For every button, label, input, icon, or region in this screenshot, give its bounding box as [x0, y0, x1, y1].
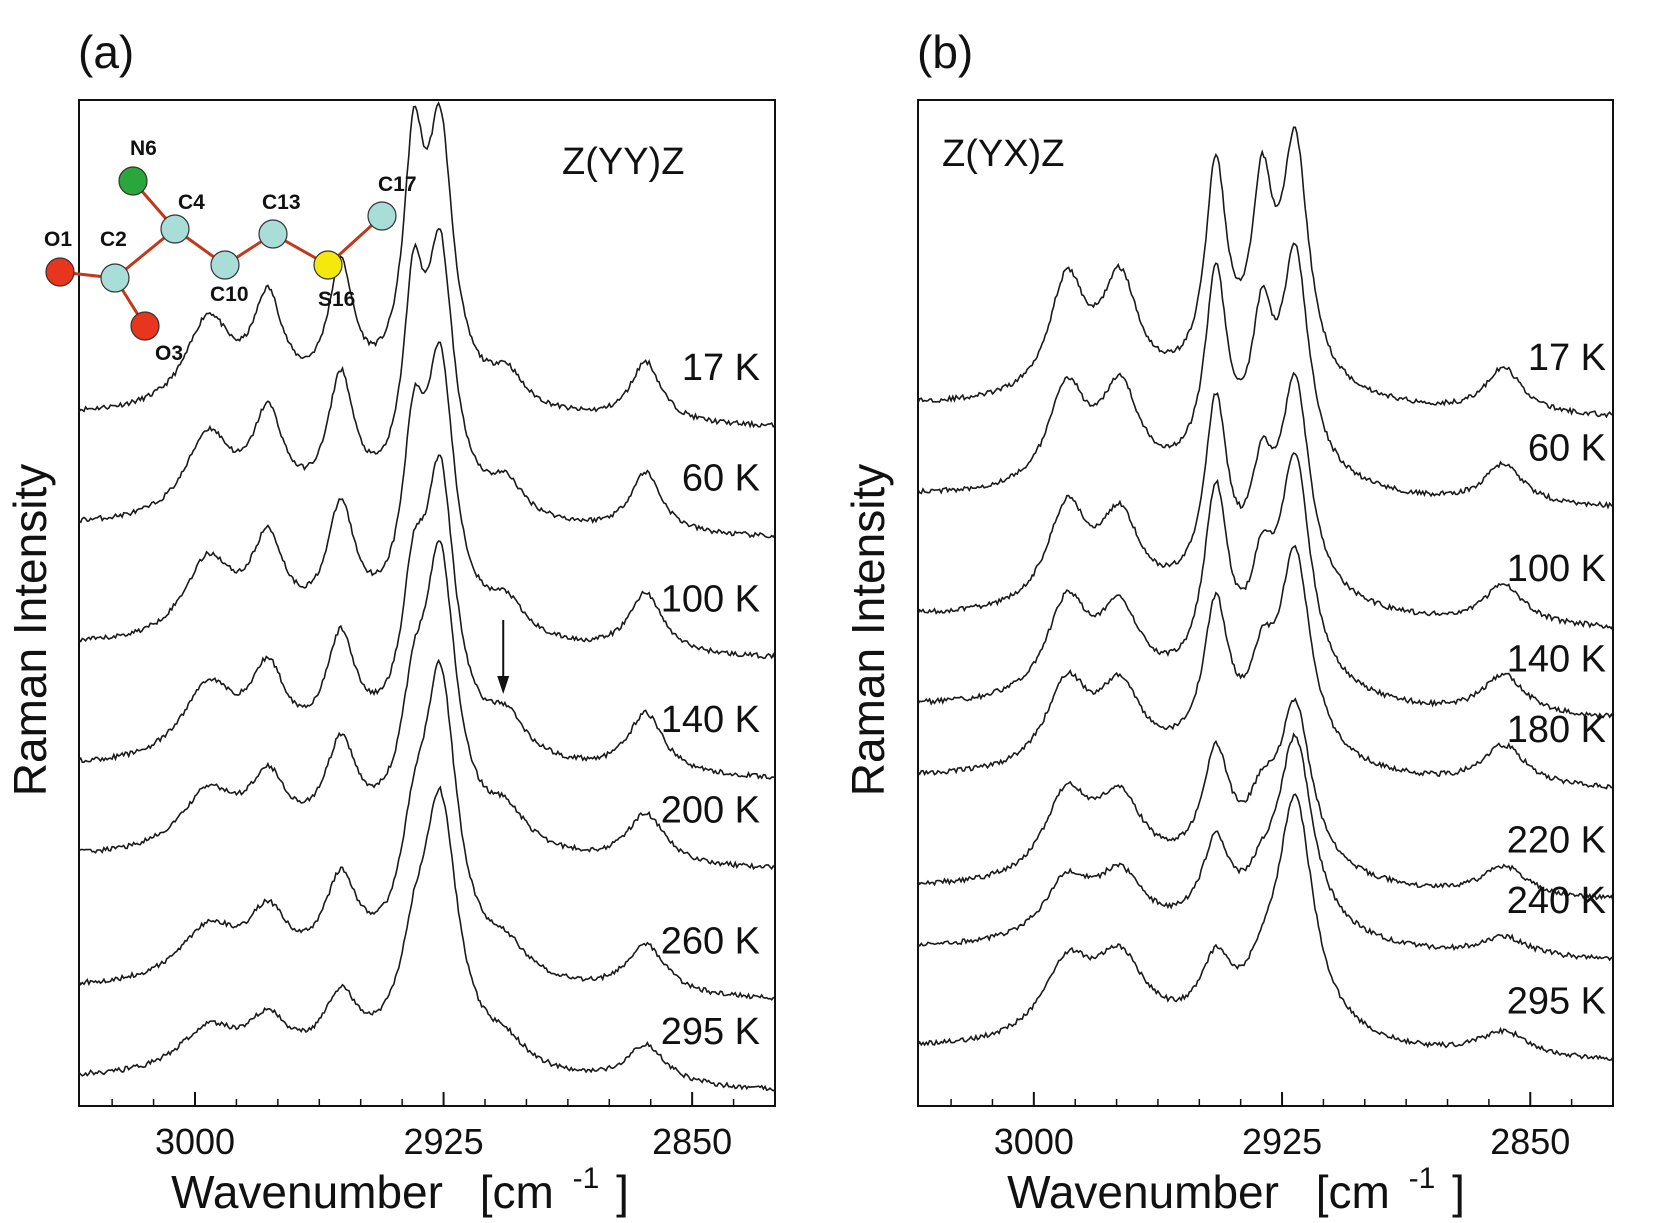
- panel-a-temp-label: 17 K: [682, 347, 760, 389]
- panel-a-tick-label: 2850: [652, 1121, 732, 1162]
- panel-b-spectrum-17k: [917, 126, 1614, 419]
- panel-b-temp-label: 17 K: [1528, 337, 1606, 379]
- panel-a-spectrum-140k: [78, 454, 776, 780]
- panel-b-x-axis-unit-close: ]: [1452, 1166, 1465, 1218]
- panel-a-spectrum-260k: [78, 658, 776, 1001]
- panel-a-x-axis-unit-close: ]: [616, 1166, 629, 1218]
- atom-label-c2: C2: [100, 228, 127, 251]
- atom-o3: [130, 311, 160, 341]
- panel-b-x-axis-label: Wavenumber [cm -1 ]: [1007, 1146, 1465, 1218]
- panel-b-x-axis-unit: [cm: [1316, 1166, 1390, 1218]
- panel-a-temp-label: 295 K: [661, 1011, 760, 1053]
- panel-b-x-ticks: 3000 2925 2850: [950, 1092, 1573, 1162]
- panel-a-temp-label: 100 K: [661, 578, 760, 620]
- panel-a-x-axis-unit-exp: -1: [573, 1162, 600, 1195]
- panel-a-spectra: [78, 101, 776, 1092]
- atom-label-o1: O1: [44, 228, 72, 251]
- panel-b-spectrum-295k: [917, 793, 1614, 1062]
- atom-c10: [210, 250, 240, 280]
- panel-b-x-axis-title: Wavenumber: [1007, 1166, 1279, 1218]
- atom-c2: [100, 263, 130, 293]
- panel-a-spectrum-60k: [78, 228, 776, 539]
- atom-label-c17: C17: [378, 173, 417, 196]
- panel-a-temperature-labels: 17 K 60 K 100 K 140 K 200 K 260 K 295 K: [661, 347, 760, 1053]
- panel-a-x-axis-title: Wavenumber: [171, 1166, 443, 1218]
- panel-b-spectra: [917, 126, 1614, 1062]
- panel-b-y-axis-label: Raman Intensity: [842, 464, 894, 796]
- panel-b-temp-label: 180 K: [1507, 709, 1606, 751]
- atom-c13: [258, 219, 288, 249]
- panel-b: (b) Z(YX)Z 17 K 60 K 100 K 140 K 180 K 220 K 2…: [842, 26, 1614, 1218]
- panel-b-spectrum-240k: [917, 732, 1614, 962]
- molecule-inset: N6 C4 C13 C17 O1 C2 C10 S16 O3: [44, 137, 417, 365]
- atom-label-o3: O3: [155, 342, 183, 365]
- panel-b-temp-label: 60 K: [1528, 427, 1606, 469]
- atom-c17: [367, 201, 397, 231]
- panel-a-spectrum-200k: [78, 540, 776, 871]
- panel-b-temp-label: 220 K: [1507, 820, 1606, 862]
- panel-a-spectrum-295k: [78, 785, 776, 1092]
- panel-b-label: (b): [917, 26, 973, 78]
- panel-b-temperature-labels: 17 K 60 K 100 K 140 K 180 K 220 K 240 K 295 K: [1507, 337, 1606, 1023]
- atom-s16: [313, 250, 343, 280]
- panel-b-polarization: Z(YX)Z: [942, 133, 1064, 175]
- atom-label-c13: C13: [262, 191, 301, 214]
- panel-b-frame: [917, 99, 1614, 1107]
- molecule-atom-labels: N6 C4 C13 C17 O1 C2 C10 S16 O3: [44, 137, 417, 365]
- panel-b-temp-label: 140 K: [1507, 639, 1606, 681]
- panel-a-x-axis-unit: [cm: [480, 1166, 554, 1218]
- panel-a-frame: [78, 99, 776, 1107]
- atom-o1: [45, 257, 75, 287]
- atom-n6: [118, 166, 148, 196]
- arrow-head: [497, 676, 510, 694]
- molecule-atoms: [45, 166, 397, 341]
- panel-a-temp-label: 60 K: [682, 458, 760, 500]
- panel-b-x-axis-unit-exp: -1: [1409, 1162, 1436, 1195]
- panel-a-temp-label: 260 K: [661, 920, 760, 962]
- panel-b-spectrum-180k: [917, 544, 1614, 790]
- atom-label-c10: C10: [210, 283, 249, 306]
- panel-a-spectrum-100k: [78, 341, 776, 660]
- atom-label-c4: C4: [178, 191, 205, 214]
- panel-a-tick-label: 2925: [404, 1121, 484, 1162]
- panel-a-spectrum-17k: [78, 101, 776, 429]
- panel-b-spectrum-100k: [917, 371, 1614, 630]
- panel-a-polarization: Z(YY)Z: [562, 141, 684, 183]
- panel-a-arrow: [497, 620, 510, 694]
- panel-a-y-axis-label: Raman Intensity: [4, 464, 56, 796]
- panel-b-temp-label: 100 K: [1507, 548, 1606, 590]
- panel-b-tick-label: 2850: [1490, 1121, 1570, 1162]
- panel-a-temp-label: 140 K: [661, 699, 760, 741]
- panel-a-x-ticks: 3000 2925 2850: [111, 1092, 735, 1162]
- panel-b-temp-label: 240 K: [1507, 880, 1606, 922]
- atom-label-n6: N6: [130, 137, 157, 160]
- panel-b-spectrum-140k: [917, 452, 1614, 720]
- panel-b-tick-label: 2925: [1242, 1121, 1322, 1162]
- panel-b-spectrum-60k: [917, 242, 1614, 510]
- panel-a: (a) Z(YY)Z: [4, 26, 776, 1218]
- panel-b-temp-label: 295 K: [1507, 981, 1606, 1023]
- panel-b-tick-label: 3000: [994, 1121, 1074, 1162]
- panel-a-label: (a): [78, 26, 134, 78]
- panel-b-spectrum-220k: [917, 697, 1614, 901]
- atom-label-s16: S16: [318, 288, 355, 311]
- panel-a-x-axis-label: Wavenumber [cm -1 ]: [171, 1146, 629, 1218]
- panel-a-tick-label: 3000: [155, 1121, 235, 1162]
- atom-c4: [160, 214, 190, 244]
- panel-a-temp-label: 200 K: [661, 790, 760, 832]
